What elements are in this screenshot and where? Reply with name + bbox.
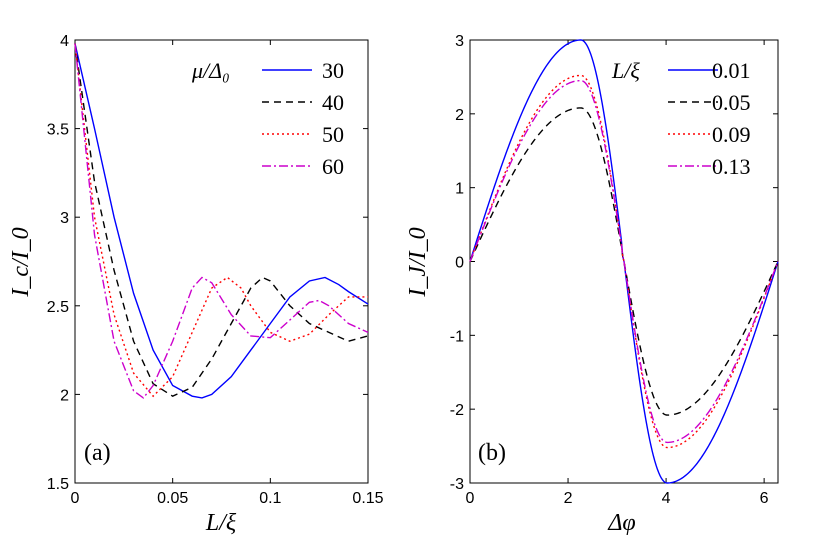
legend-label-0.01: 0.01	[712, 58, 751, 83]
series-line-50	[74, 43, 368, 398]
y-tick-label: 2.5	[47, 299, 69, 316]
x-tick-label: 0.05	[157, 490, 188, 507]
legend-entries-a: 30 40 50 60	[262, 58, 344, 179]
panel-label-a: (a)	[84, 440, 111, 466]
legend-title-b: L/ξ	[611, 58, 640, 83]
legend-label-0.09: 0.09	[712, 122, 751, 147]
x-tick-label: 4	[662, 490, 671, 507]
series-line-30	[74, 43, 369, 399]
series-group-b	[469, 39, 779, 484]
x-axis-label-a: L/ξ	[205, 510, 237, 536]
plot-frame-a	[74, 39, 369, 484]
y-tick-label: -1	[450, 328, 464, 345]
y-tick-label: 2	[455, 107, 464, 124]
tick-group-a: 0 0.05 0.1 0.15 1.5 2 2.5 3 3.5 4	[47, 33, 384, 507]
legend-title-a: μ/Δ₀	[191, 58, 230, 83]
y-tick-label: 3.5	[47, 122, 69, 139]
y-tick-label: 1	[455, 181, 464, 198]
series-line-60	[74, 43, 369, 399]
tick-group-b: 0 2 4 6 -3 -2 -1 0 1 2 3	[450, 33, 778, 507]
y-tick-label: -2	[450, 402, 464, 419]
series-line-40	[74, 43, 369, 397]
y-axis-label-a: I_c/I_0	[8, 227, 34, 297]
x-tick-label: 0	[71, 490, 80, 507]
panel-label-b: (b)	[478, 440, 506, 466]
x-tick-label: 0.15	[352, 490, 383, 507]
series-line-0.09	[469, 74, 779, 449]
x-tick-label: 0.1	[259, 490, 281, 507]
x-tick-label: 0	[466, 490, 475, 507]
y-tick-label: 4	[60, 33, 69, 50]
x-axis-label-b: Δφ	[607, 510, 635, 536]
legend-label-50: 50	[322, 122, 344, 147]
y-tick-label: 2	[60, 387, 69, 404]
x-tick-label: 2	[564, 490, 573, 507]
y-tick-label: 3	[60, 210, 69, 227]
legend-a: μ/Δ₀ 30 40 50 60	[191, 58, 344, 179]
y-tick-label: 0	[455, 255, 464, 272]
y-axis-label-b: I_J/I_0	[405, 227, 431, 297]
y-tick-label: 3	[455, 33, 464, 50]
legend-label-0.05: 0.05	[712, 90, 751, 115]
legend-label-30: 30	[322, 58, 344, 83]
x-tick-label: 6	[760, 490, 769, 507]
chart-panel-a: 0 0.05 0.1 0.15 1.5 2 2.5 3 3.5 4 L/ξ I_c/I_0 (a)…	[8, 33, 384, 536]
legend-entries-b: 0.01 0.05 0.09 0.13	[668, 58, 751, 179]
y-tick-label: 1.5	[47, 476, 69, 493]
series-group-a	[74, 43, 369, 399]
legend-label-40: 40	[322, 90, 344, 115]
legend-label-60: 60	[322, 154, 344, 179]
series-line-0.05	[469, 107, 779, 416]
legend-label-0.13: 0.13	[712, 154, 751, 179]
legend-b: L/ξ 0.01 0.05 0.09 0.13	[611, 58, 751, 179]
y-tick-label: -3	[450, 476, 464, 493]
series-line-0.13	[469, 79, 779, 444]
